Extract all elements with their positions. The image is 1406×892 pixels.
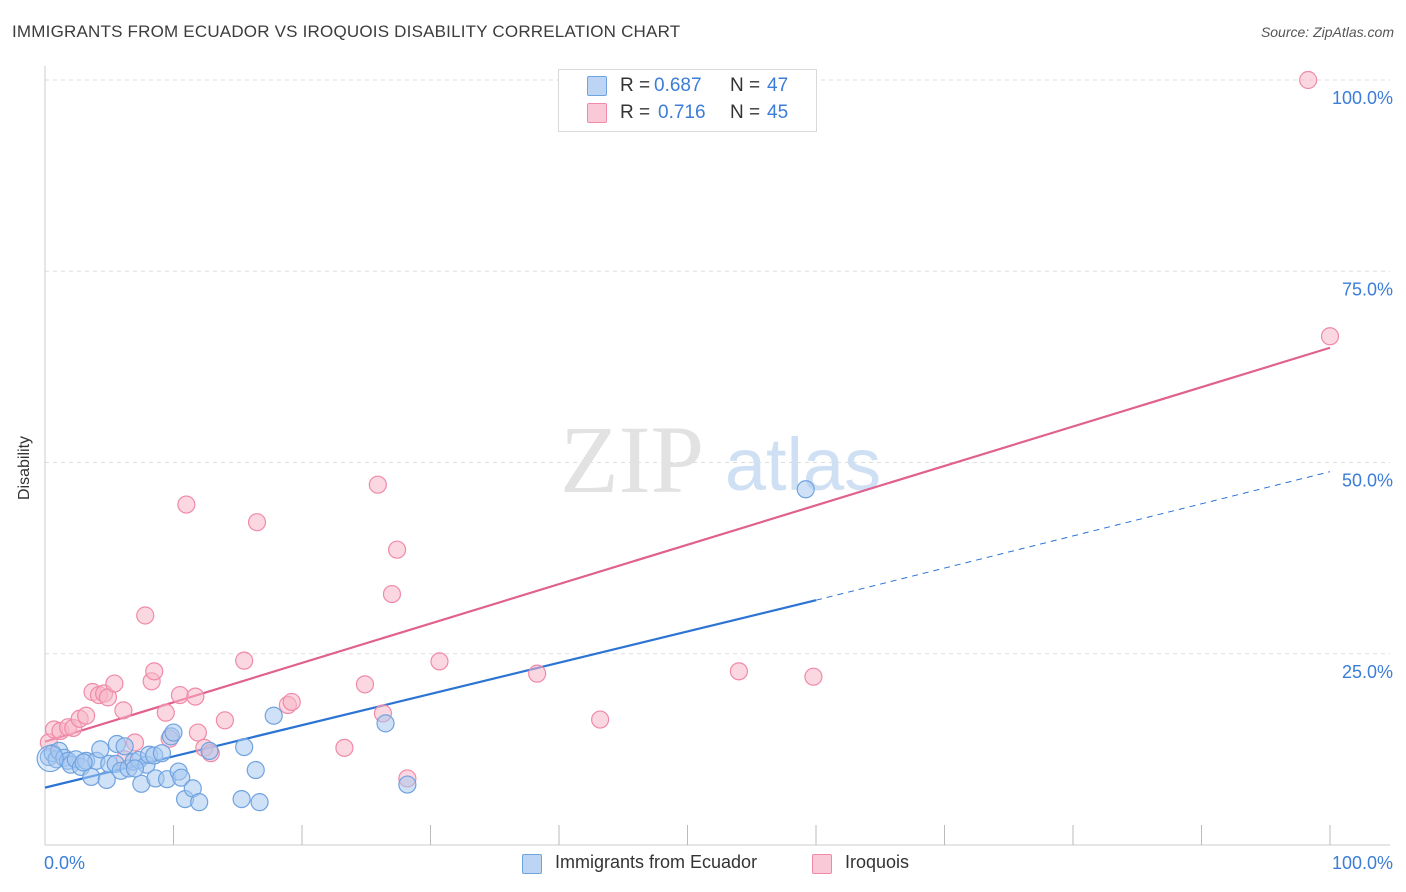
legend-r-label: R = — [620, 75, 651, 96]
watermark: ZIP atlas — [560, 406, 881, 513]
gridlines — [45, 79, 1390, 655]
y-tick-label: 75.0% — [1342, 279, 1393, 299]
data-point-iroquois — [215, 711, 234, 730]
axes — [44, 66, 1390, 846]
legend-r-value: 0.716 — [658, 102, 706, 123]
data-point-iroquois — [387, 540, 407, 559]
data-point-iroquois — [170, 685, 190, 705]
stats-legend: R = 0.687 N = 47 R = 0.716 N = 45 — [558, 69, 817, 132]
data-point-iroquois — [528, 664, 547, 683]
legend-r-value: 0.687 — [654, 75, 702, 96]
bottom-legend-swatch-iroquois — [812, 854, 832, 874]
data-point-iroquois — [188, 723, 208, 742]
data-point-ecuador — [152, 744, 172, 763]
data-point-ecuador — [190, 793, 209, 812]
data-point-iroquois — [156, 703, 175, 722]
tick-labels: 25.0% 50.0% 75.0% 100.0% 0.0% 100.0% — [44, 88, 1393, 873]
x-tick-label: 100.0% — [1332, 853, 1393, 873]
data-point-iroquois — [247, 513, 267, 532]
data-point-iroquois — [430, 652, 449, 671]
data-point-ecuador — [796, 480, 815, 499]
y-tick-label: 25.0% — [1342, 662, 1393, 682]
data-point-ecuador — [200, 741, 219, 761]
legend-n-value: 45 — [767, 102, 789, 123]
data-point-ecuador — [264, 706, 283, 725]
chart-title: IMMIGRANTS FROM ECUADOR VS IROQUOIS DISA… — [12, 22, 681, 41]
data-point-iroquois — [235, 651, 254, 670]
data-point-iroquois — [105, 674, 124, 693]
x-tick-label: 0.0% — [44, 853, 85, 873]
y-tick-label: 50.0% — [1342, 471, 1393, 491]
data-point-ecuador — [74, 753, 93, 772]
data-point-iroquois — [186, 687, 205, 706]
data-point-ecuador — [115, 737, 134, 756]
data-point-ecuador — [235, 737, 254, 757]
data-points — [36, 70, 1340, 812]
trend-line-iroquois — [44, 346, 1331, 743]
y-tick-label: 100.0% — [1332, 88, 1393, 108]
data-point-iroquois — [382, 584, 402, 604]
data-point-ecuador — [125, 759, 145, 778]
bottom-legend-label-ecuador: Immigrants from Ecuador — [555, 852, 758, 872]
legend-swatch-iroquois — [587, 103, 607, 123]
legend-n-label: N = — [730, 102, 761, 123]
data-point-iroquois — [145, 662, 164, 681]
bottom-legend-label-iroquois: Iroquois — [845, 852, 910, 872]
data-point-iroquois — [335, 738, 354, 757]
data-point-iroquois — [591, 710, 610, 729]
data-point-iroquois — [729, 662, 749, 681]
data-point-iroquois — [136, 606, 155, 625]
data-point-iroquois — [177, 495, 196, 514]
legend-r-label: R = — [620, 102, 651, 123]
data-point-iroquois — [368, 475, 387, 494]
legend-swatch-ecuador — [587, 76, 607, 96]
data-point-ecuador — [232, 789, 251, 809]
data-point-iroquois — [355, 675, 375, 694]
data-point-ecuador — [91, 740, 110, 759]
trend-line-ecuador — [44, 599, 817, 789]
legend-n-value: 47 — [767, 75, 789, 96]
bottom-legend-swatch-ecuador — [522, 854, 542, 874]
data-point-ecuador — [250, 793, 269, 812]
data-point-iroquois — [77, 706, 96, 725]
data-point-iroquois — [804, 667, 823, 686]
trend-lines — [44, 346, 1331, 789]
data-point-ecuador — [246, 760, 265, 780]
data-point-iroquois — [282, 692, 301, 712]
data-point-ecuador — [164, 723, 183, 742]
data-point-iroquois — [1320, 327, 1340, 346]
legend-n-label: N = — [730, 75, 761, 96]
data-point-ecuador — [376, 714, 395, 733]
data-point-ecuador-cluster — [36, 744, 64, 773]
data-point-ecuador — [172, 768, 191, 787]
data-point-iroquois — [1299, 70, 1318, 90]
source-label: Source: ZipAtlas.com — [1260, 24, 1394, 40]
data-point-ecuador — [398, 775, 417, 794]
trend-line-extension — [815, 471, 1331, 601]
data-point-iroquois — [114, 701, 133, 720]
watermark-zip: ZIP — [560, 406, 704, 513]
